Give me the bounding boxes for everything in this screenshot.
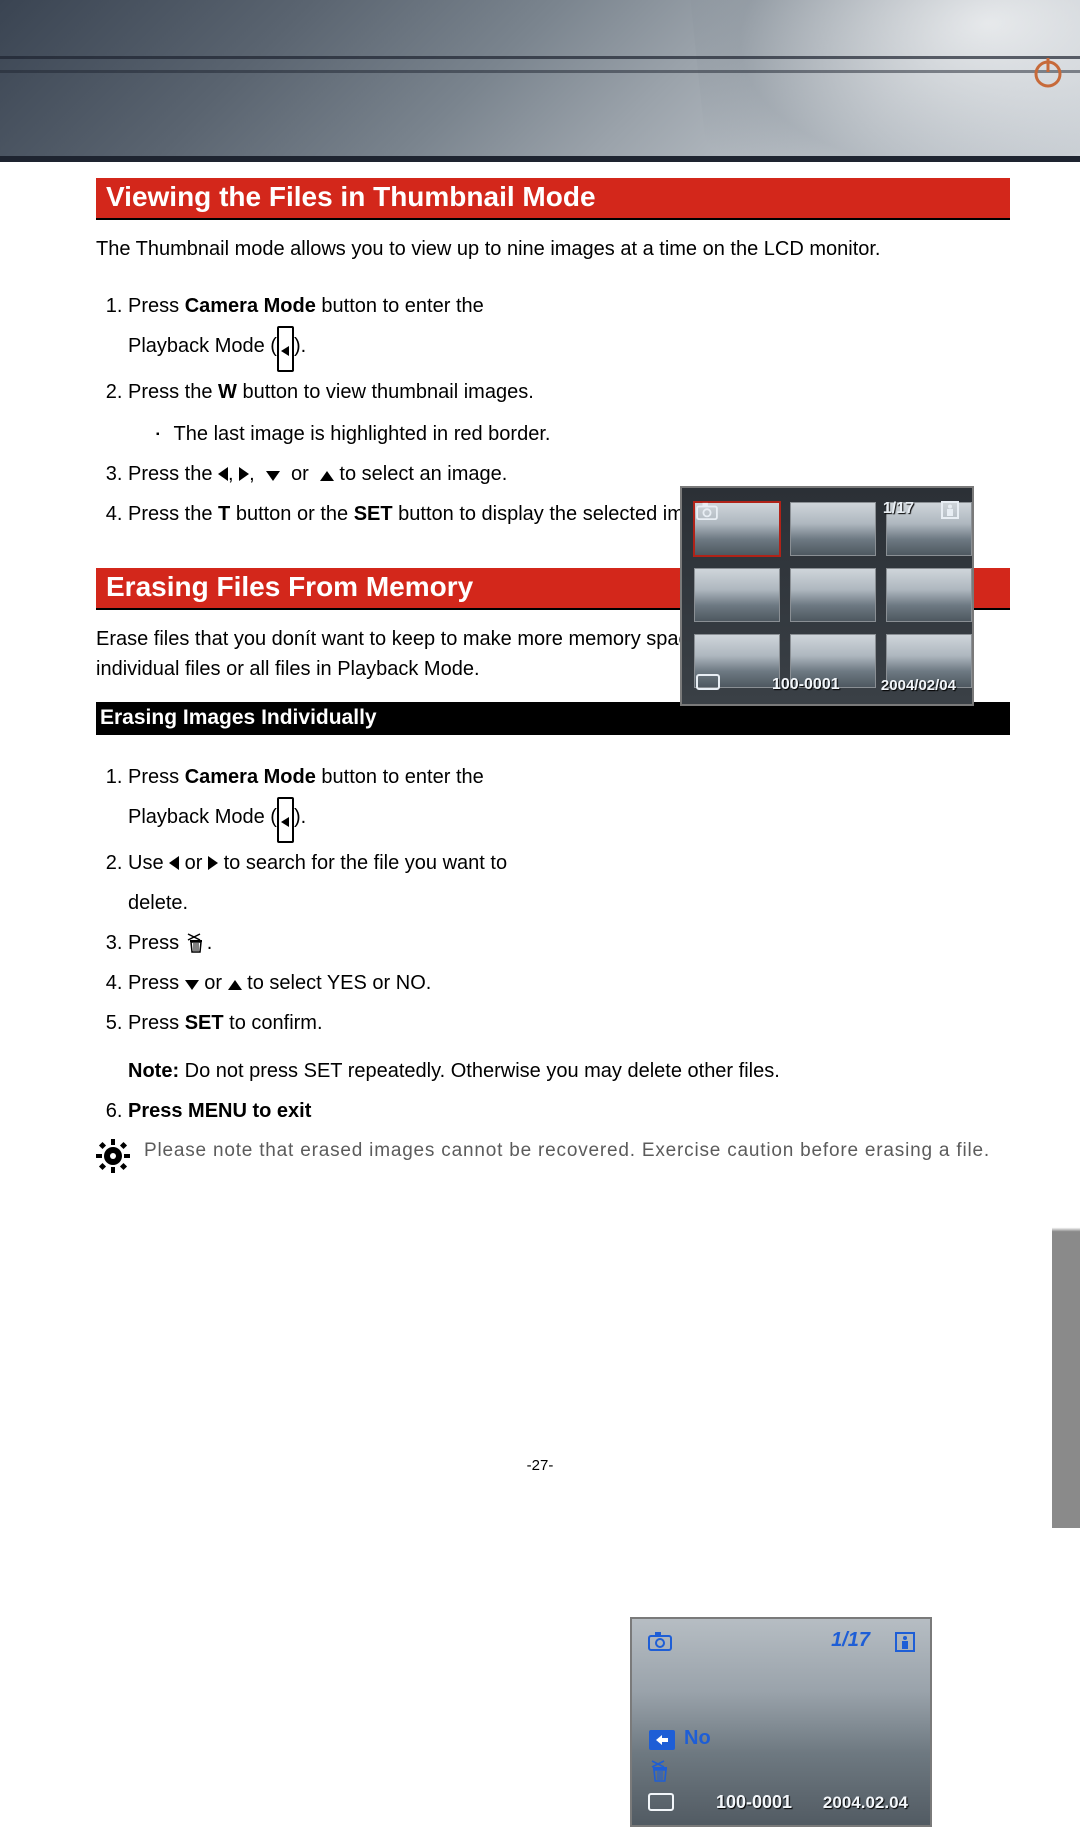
step-item: Press . bbox=[128, 923, 1010, 963]
step-subitem: The last image is highlighted in red bor… bbox=[156, 414, 566, 454]
step-item: Press Camera Mode button to enter the Pl… bbox=[128, 757, 1010, 843]
nav-right-icon bbox=[239, 467, 249, 481]
step-text: button to view thumbnail images. bbox=[237, 381, 534, 403]
step-text: Press bbox=[128, 972, 185, 994]
step-text: Press the bbox=[128, 381, 218, 403]
step-text: . bbox=[207, 932, 213, 954]
manual-page: Viewing the Files in Thumbnail Mode The … bbox=[0, 0, 1080, 1528]
resolution-icon bbox=[940, 500, 960, 520]
step-bold: W bbox=[218, 381, 237, 403]
memory-card-icon bbox=[696, 674, 720, 690]
step-text: to select YES or NO. bbox=[242, 972, 432, 994]
nav-down-icon bbox=[185, 980, 199, 990]
sub-heading: Erasing Images Individually bbox=[96, 702, 1010, 735]
step-text: Press bbox=[128, 1012, 185, 1034]
content-area: Viewing the Files in Thumbnail Mode The … bbox=[96, 172, 1010, 1173]
lcd-erase-preview: 1/17 No 100-0001 2004.02.04 bbox=[630, 1617, 932, 1827]
trash-icon bbox=[648, 1759, 672, 1783]
lcd-file-number: 100-0001 bbox=[772, 676, 840, 694]
gear-icon bbox=[96, 1139, 130, 1173]
nav-left-icon bbox=[169, 856, 179, 870]
step-bold: T bbox=[218, 503, 230, 525]
resolution-icon bbox=[894, 1631, 916, 1653]
steps-list-erase: Press Camera Mode button to enter the Pl… bbox=[96, 757, 1010, 1131]
step-text: or bbox=[179, 852, 208, 874]
playback-icon bbox=[277, 326, 294, 372]
step-text: Press bbox=[128, 295, 185, 317]
step-text: Press the bbox=[128, 503, 218, 525]
nav-left-icon bbox=[218, 467, 228, 481]
lcd-counter: 1/17 bbox=[831, 1629, 870, 1652]
step-item: Press SET to confirm. Note: Do not press… bbox=[128, 1003, 1010, 1091]
step-text: ). bbox=[294, 806, 306, 828]
step-text: Press bbox=[128, 932, 179, 954]
camera-icon bbox=[648, 1631, 672, 1651]
lcd-date: 2004/02/04 bbox=[881, 677, 956, 694]
note-label: Note: bbox=[128, 1060, 179, 1082]
step-bold: SET bbox=[354, 503, 393, 525]
step-text: Press bbox=[128, 766, 185, 788]
memory-card-icon bbox=[648, 1793, 674, 1811]
section-heading-bar: Viewing the Files in Thumbnail Mode bbox=[96, 178, 1010, 220]
step-text: Press the bbox=[128, 463, 218, 485]
step-item: Use or to search for the file you want t… bbox=[128, 843, 1010, 923]
nav-right-icon bbox=[208, 856, 218, 870]
camera-icon bbox=[696, 502, 718, 520]
return-icon bbox=[648, 1729, 676, 1751]
step-bold: Press MENU to exit bbox=[128, 1100, 311, 1122]
caution-text: Please note that erased images cannot be… bbox=[144, 1137, 990, 1166]
step-bold: Camera Mode bbox=[185, 295, 316, 317]
note-text: Do not press SET repeatedly. Otherwise y… bbox=[179, 1060, 780, 1082]
lcd-thumbnail-preview: 1/17 100-0001 2004/02/04 bbox=[680, 486, 974, 706]
page-number: -27- bbox=[0, 1457, 1080, 1474]
lcd-date: 2004.02.04 bbox=[823, 1793, 908, 1813]
page-edge bbox=[1052, 162, 1080, 1528]
step-bold: SET bbox=[185, 1012, 224, 1034]
step-text: button or the bbox=[230, 503, 353, 525]
nav-down-icon bbox=[266, 471, 280, 481]
lcd-counter: 1/17 bbox=[883, 500, 914, 518]
playback-icon bbox=[277, 797, 294, 843]
nav-up-icon bbox=[228, 980, 242, 990]
section-intro: The Thumbnail mode allows you to view up… bbox=[96, 234, 1010, 264]
step-text: to select an image. bbox=[339, 463, 507, 485]
step-text: Use bbox=[128, 852, 169, 874]
nav-up-icon bbox=[320, 471, 334, 481]
lcd-no-label: No bbox=[684, 1727, 711, 1750]
step-item: Press the W button to view thumbnail ima… bbox=[128, 372, 1010, 454]
step-item: Press or to select YES or NO. bbox=[128, 963, 1010, 1003]
header-banner bbox=[0, 0, 1080, 162]
trash-icon bbox=[185, 932, 207, 954]
power-icon bbox=[1028, 52, 1068, 92]
step-text: ). bbox=[294, 335, 306, 357]
step-text: to confirm. bbox=[224, 1012, 323, 1034]
section-heading: Viewing the Files in Thumbnail Mode bbox=[96, 178, 1010, 218]
step-bold: Camera Mode bbox=[185, 766, 316, 788]
step-item: Press Camera Mode button to enter the Pl… bbox=[128, 286, 1010, 372]
caution-note: Please note that erased images cannot be… bbox=[96, 1137, 1010, 1173]
lcd-file-number: 100-0001 bbox=[716, 1792, 792, 1813]
step-text: or bbox=[199, 972, 228, 994]
step-item: Press MENU to exit bbox=[128, 1091, 1010, 1131]
